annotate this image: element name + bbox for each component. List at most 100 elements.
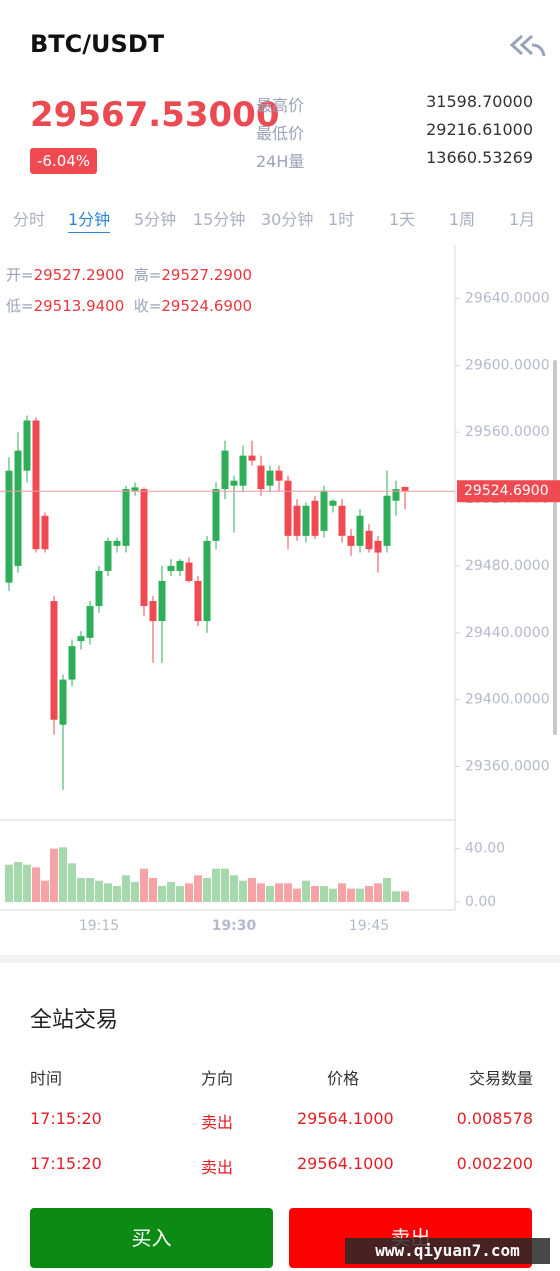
candle-body: [347, 535, 355, 546]
candle-body: [338, 505, 346, 536]
trade-cell: 17:15:20: [30, 1109, 102, 1128]
candle-body: [392, 489, 400, 501]
title: BTC/USDT: [30, 30, 165, 58]
tab[interactable]: 1周: [449, 210, 476, 229]
volume-bar: [104, 883, 112, 902]
trade-cell: 17:15:20: [30, 1154, 102, 1173]
volume-bar: [86, 878, 94, 902]
tab[interactable]: 5分钟: [134, 210, 177, 229]
last-price-label: 29524.6900: [464, 483, 549, 499]
column-header: 方向: [201, 1069, 234, 1088]
candle-body: [113, 540, 121, 546]
volume-bar: [230, 875, 238, 902]
volume-bar: [194, 875, 202, 902]
volume-bar: [122, 875, 130, 902]
label: 开=: [6, 266, 34, 284]
volume-bar: [41, 880, 49, 902]
back-icon[interactable]: [508, 32, 546, 58]
candle-body: [5, 470, 13, 583]
volume-bar: [203, 878, 211, 902]
candle-body: [311, 500, 319, 536]
tab[interactable]: 1分钟: [68, 206, 111, 233]
candle-body: [203, 540, 211, 622]
volume-bar: [392, 891, 400, 902]
candle-body: [329, 500, 337, 506]
candle-body: [401, 486, 409, 492]
volume-bar: [320, 886, 328, 902]
stat-value: 31598.70000: [426, 92, 533, 111]
candle-body: [320, 490, 328, 531]
candle-body: [248, 455, 256, 461]
tab[interactable]: 1天: [389, 210, 416, 229]
last-price-box: [457, 480, 560, 503]
candle-body: [284, 480, 292, 536]
y-tick-label: 29560.0000: [465, 424, 550, 440]
value: 29513.9400: [33, 297, 125, 315]
candle-body: [230, 480, 238, 486]
volume-bar: [248, 878, 256, 902]
tab[interactable]: 15分钟: [193, 210, 246, 229]
candle-body: [86, 606, 94, 638]
candle-body: [122, 489, 130, 546]
tab[interactable]: 分时: [13, 210, 46, 229]
x-tick-label: 19:45: [349, 918, 389, 934]
candle-body: [131, 487, 139, 491]
candle-body: [104, 540, 112, 571]
chart: 29640.000029600.000029560.000029520.0000…: [0, 245, 560, 934]
y-tick-label: 29440.0000: [465, 625, 550, 641]
y-tick-label: 29480.0000: [465, 558, 550, 574]
trade-cell: 29564.1000: [297, 1109, 394, 1128]
column-header: 时间: [30, 1069, 63, 1088]
candle-body: [365, 530, 373, 550]
volume-bar: [68, 863, 76, 902]
volume-bar: [14, 862, 22, 902]
candle-body: [383, 495, 391, 546]
trade-cell: 卖出: [201, 1113, 234, 1132]
volume-bar: [59, 847, 67, 902]
volume-bar: [50, 848, 58, 902]
candle-body: [68, 646, 76, 680]
volume-bar: [302, 880, 310, 902]
stat-value: 29216.61000: [426, 120, 533, 139]
buy-button[interactable]: 买入: [30, 1208, 273, 1268]
y-tick-label: 29360.0000: [465, 759, 550, 775]
volume-bar: [77, 878, 85, 902]
candle-body: [77, 636, 85, 642]
value: 29527.2900: [161, 266, 253, 284]
trade-cell: 卖出: [201, 1158, 234, 1177]
scrollbar: [553, 360, 557, 735]
tab[interactable]: 30分钟: [261, 210, 314, 229]
candle-body: [50, 601, 58, 720]
volume-bar: [158, 886, 166, 902]
candle-body: [95, 570, 103, 607]
volume-bar: [347, 888, 355, 902]
y-tick-label: 29400.0000: [465, 692, 550, 708]
volume-bar: [383, 878, 391, 902]
separator: [0, 955, 560, 963]
candle-body: [257, 465, 265, 490]
tab[interactable]: 1时: [328, 210, 355, 229]
candle-body: [302, 505, 310, 536]
trade-cell: 0.002200: [456, 1154, 533, 1173]
y-tick-label: 29600.0000: [465, 357, 550, 373]
volume-bar: [401, 891, 409, 902]
volume-bar: [275, 883, 283, 902]
candle-body: [158, 580, 166, 622]
trade-cell: 0.008578: [456, 1109, 533, 1128]
label: 收=: [133, 297, 162, 315]
tab[interactable]: 1月: [509, 210, 536, 229]
candle-body: [239, 455, 247, 486]
ohlc-row: 低=29513.9400 收=29524.6900: [6, 295, 252, 316]
value: 29524.6900: [161, 297, 253, 315]
column-header: 交易数量: [468, 1069, 533, 1088]
volume-bar: [149, 878, 157, 902]
volume-bar: [167, 882, 175, 902]
change-badge: -6.04%: [30, 148, 98, 174]
ohlc-row: 开=29527.2900 高=29527.2900: [6, 264, 252, 285]
x-tick-label: 19:15: [79, 918, 119, 934]
candle-body: [293, 505, 301, 536]
volume-bar: [131, 882, 139, 902]
stat-label: 24H量: [256, 152, 305, 171]
volume-bar: [221, 868, 229, 902]
